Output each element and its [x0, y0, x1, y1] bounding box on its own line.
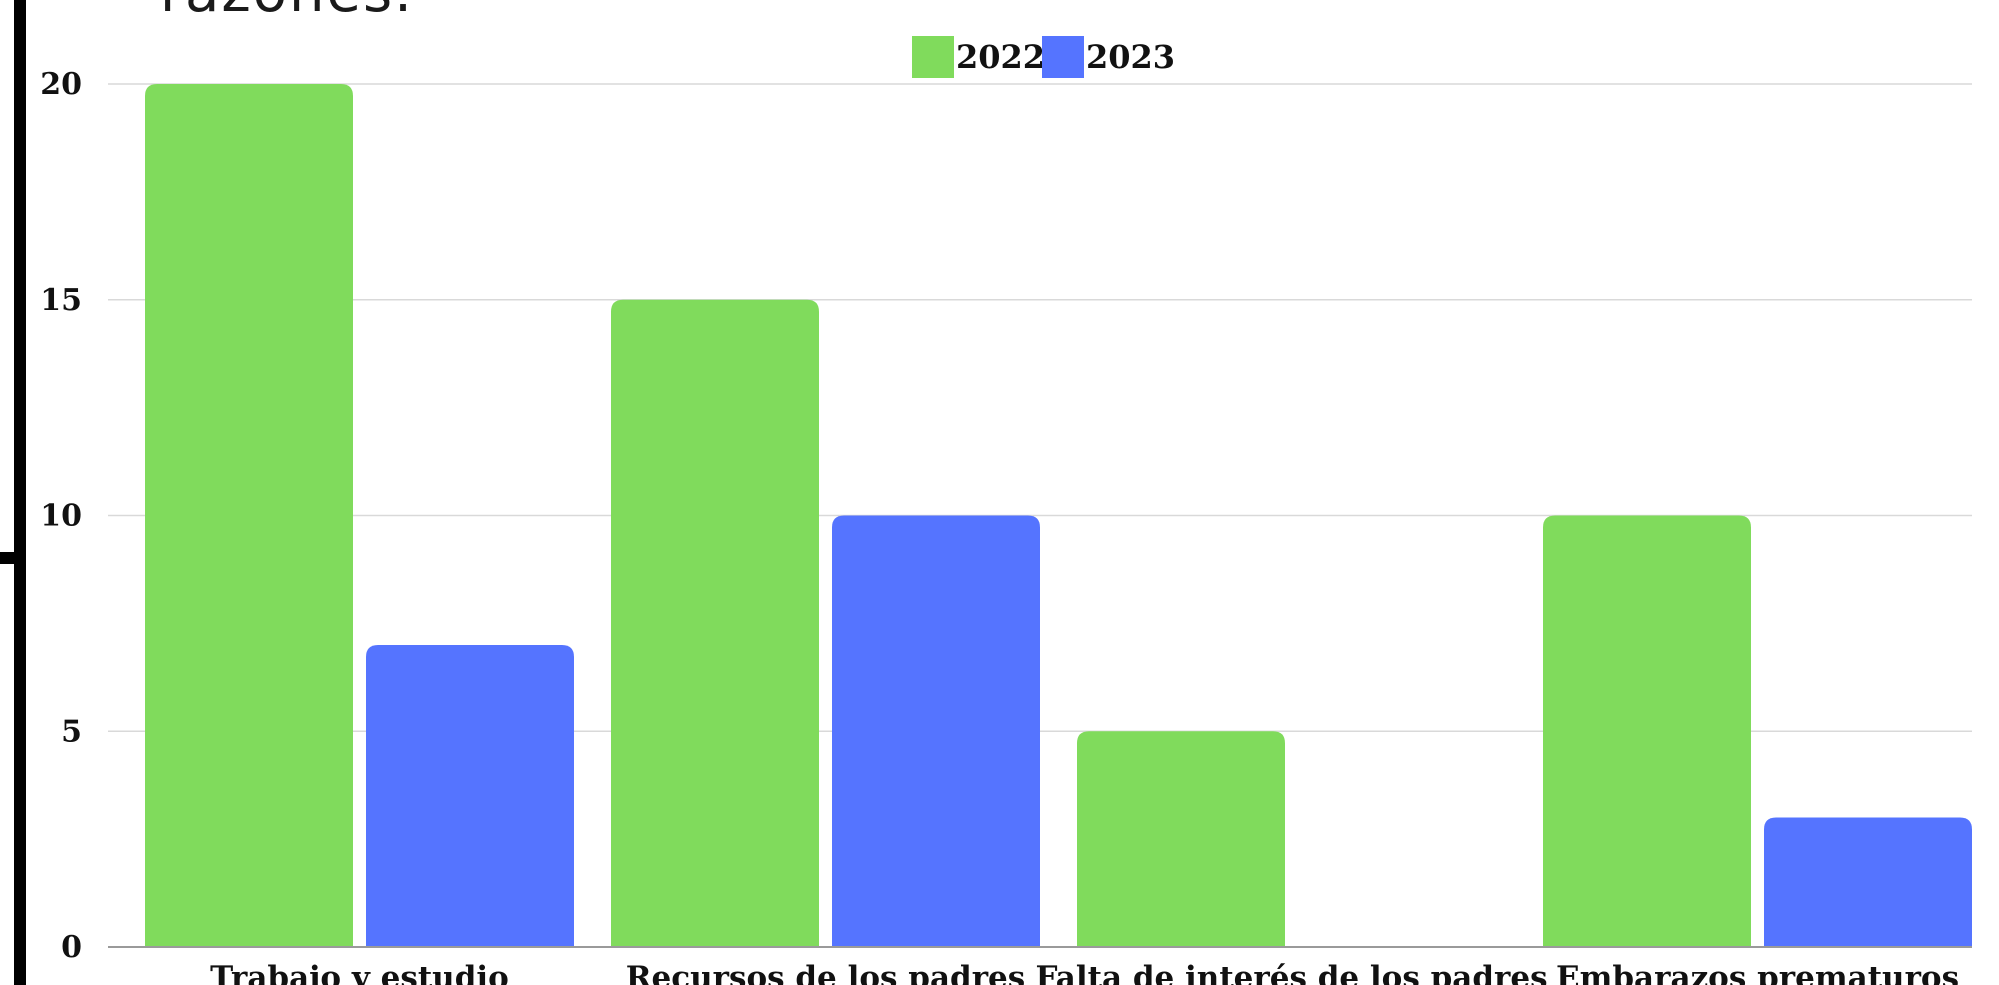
y-tick-label: 10: [40, 499, 82, 534]
bar-2023-0: [366, 644, 574, 947]
bar-2022-2: [1077, 731, 1285, 947]
x-category-label: Embarazos prematuros: [1556, 960, 1959, 985]
bar-2022-1: [611, 299, 819, 947]
x-axis-category-labels: Trabajo y estudio Recursos de los padres F…: [210, 960, 1959, 985]
legend: 2022 2023: [912, 36, 1175, 78]
bar-2023-3: [1764, 817, 1972, 947]
legend-label-2022: 2022: [956, 38, 1045, 76]
bars: [145, 84, 1972, 947]
left-border-bar: [14, 0, 26, 985]
bar-2022-0: [145, 84, 353, 947]
y-tick-label: 0: [61, 930, 82, 965]
y-tick-label: 20: [40, 67, 82, 102]
legend-swatch-2022: [912, 36, 954, 78]
y-tick-label: 15: [40, 283, 82, 318]
legend-swatch-2023: [1042, 36, 1084, 78]
x-category-label: Recursos de los padres: [626, 960, 1025, 985]
y-tick-label: 5: [61, 714, 82, 749]
bar-2022-3: [1543, 515, 1751, 947]
left-border-notch: [0, 552, 14, 564]
bar-2023-1: [832, 515, 1040, 947]
x-category-label: Falta de interés de los padres: [1035, 960, 1547, 985]
x-category-label: Trabajo y estudio: [210, 960, 509, 985]
legend-label-2023: 2023: [1086, 38, 1175, 76]
y-axis-tick-labels: 0 5 10 15 20: [40, 67, 82, 965]
slide-heading-fragment: razones.: [160, 0, 414, 25]
